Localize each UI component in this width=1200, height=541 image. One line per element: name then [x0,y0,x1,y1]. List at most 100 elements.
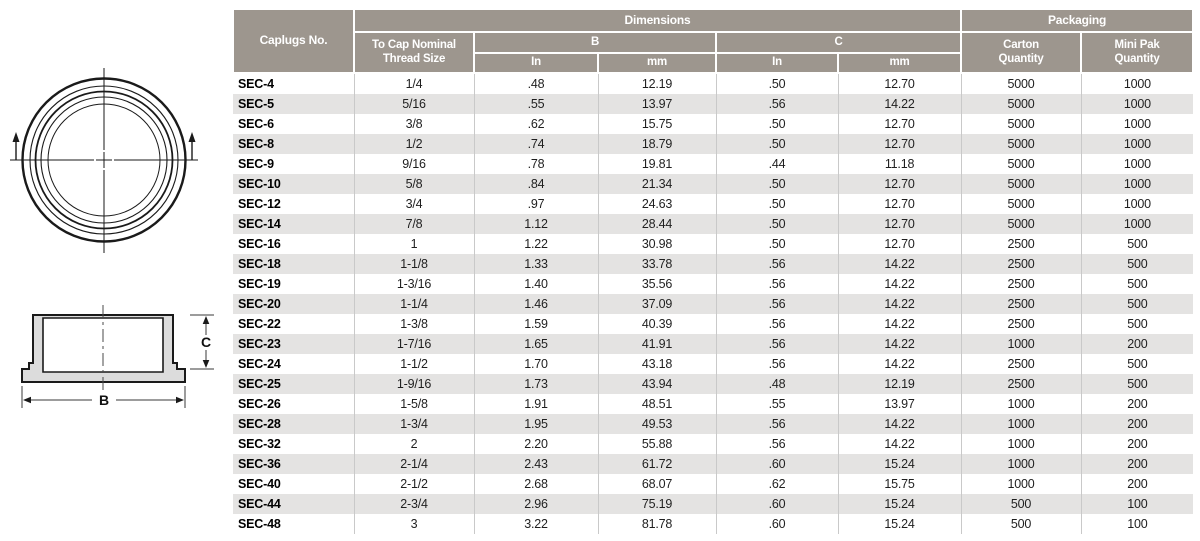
data-cell: 500 [960,514,1082,534]
data-cell: 15.24 [837,494,962,514]
header-thread-size: To Cap Nominal Thread Size [353,31,475,74]
data-cell: 1/4 [353,73,474,94]
data-cell: 15.75 [597,114,716,134]
header-packaging: Packaging [960,8,1195,33]
data-cell: 35.56 [597,274,716,294]
caplugs-no-cell: SEC-32 [238,437,281,451]
data-cell: 1000 [960,394,1082,414]
data-cell: 5/16 [353,94,474,114]
table-row: SEC-5 5/16.55 13.97.56 14.22 5000 1000 [233,94,1194,114]
data-cell: 7/8 [353,214,474,234]
data-cell: 12.70 [837,194,962,214]
data-cell: 5000 [960,154,1082,174]
data-cell: 48.51 [597,394,716,414]
data-cell: 2.43 [473,454,598,474]
table-row: SEC-24 1-1/2 1.70 43.18.56 14.22 2500 500 [233,354,1194,374]
dimension-label-b: B [99,392,109,408]
caplugs-no-cell: SEC-16 [238,237,281,251]
data-cell: 13.97 [837,394,962,414]
data-cell: 30.98 [597,234,716,254]
table-row: SEC-25 1-9/16 1.73 43.94.48 12.19 2500 500 [233,374,1194,394]
data-cell: 12.70 [837,73,962,94]
caplugs-no-cell: SEC-4 [238,77,274,91]
data-cell: 1/2 [353,134,474,154]
data-cell: 14.22 [837,334,962,354]
data-cell: 1000 [960,414,1082,434]
data-cell: .62 [473,114,598,134]
header-c-mm: mm [836,52,963,74]
data-cell: 21.34 [597,174,716,194]
data-cell: .48 [473,73,598,94]
data-cell: 3/8 [353,114,474,134]
data-cell: 500 [1080,314,1194,334]
header-b-in: In [473,52,599,74]
data-cell: .74 [473,134,598,154]
data-cell: 500 [1080,374,1194,394]
data-cell: 5000 [960,174,1082,194]
cap-cavity [42,317,164,373]
data-cell: 14.22 [837,434,962,454]
data-cell: 43.94 [597,374,716,394]
data-cell: 12.70 [837,214,962,234]
data-cell: 2500 [960,274,1082,294]
data-cell: 11.18 [837,154,962,174]
data-cell: .60 [715,514,838,534]
cap-top-view-drawing [10,68,198,253]
caplugs-no-cell: SEC-5 [238,97,274,111]
center-cross [96,152,112,168]
data-cell: 43.18 [597,354,716,374]
data-cell: 1000 [960,474,1082,494]
table-row: SEC-23 1-7/16 1.65 41.91.56 14.22 1000 200 [233,334,1194,354]
data-cell: .56 [715,414,838,434]
data-cell: 200 [1080,454,1194,474]
table-row: SEC-36 2-1/4 2.43 61.72.60 15.24 1000 200 [233,454,1194,474]
data-cell: 5000 [960,73,1082,94]
data-cell: 3.22 [473,514,598,534]
data-cell: 12.70 [837,174,962,194]
data-cell: 5000 [960,94,1082,114]
data-cell: 1-1/2 [353,354,474,374]
data-cell: 500 [1080,254,1194,274]
data-cell: .56 [715,314,838,334]
data-cell: 1.40 [473,274,598,294]
table-row: SEC-44 2-3/4 2.96 75.19.60 15.24 500 100 [233,494,1194,514]
data-cell: .84 [473,174,598,194]
data-cell: 100 [1080,494,1194,514]
data-cell: 200 [1080,334,1194,354]
caplugs-no-cell: SEC-20 [238,297,281,311]
data-cell: 75.19 [597,494,716,514]
data-cell: 5000 [960,114,1082,134]
caplugs-no-cell: SEC-19 [238,277,281,291]
data-cell: .55 [473,94,598,114]
data-cell: .56 [715,354,838,374]
data-cell: .60 [715,494,838,514]
caplugs-no-cell: SEC-25 [238,377,281,391]
data-cell: 1000 [1080,194,1194,214]
data-cell: 2500 [960,374,1082,394]
data-cell: 14.22 [837,294,962,314]
data-cell: 14.22 [837,254,962,274]
c-arrow-down [202,360,210,368]
data-cell: 33.78 [597,254,716,274]
caplugs-no-cell: SEC-8 [238,137,274,151]
table-row: SEC-48 3 3.22 81.78.60 15.24 500 100 [233,514,1194,534]
data-cell: 1-9/16 [353,374,474,394]
caplugs-no-cell: SEC-23 [238,337,281,351]
data-cell: 3/4 [353,194,474,214]
data-cell: 1-7/16 [353,334,474,354]
data-cell: 49.53 [597,414,716,434]
data-cell: 81.78 [597,514,716,534]
data-cell: 14.22 [837,354,962,374]
data-cell: 14.22 [837,314,962,334]
data-cell: .62 [715,474,838,494]
data-cell: 15.75 [837,474,962,494]
header-dimensions: Dimensions [352,8,963,33]
data-cell: 12.70 [837,234,962,254]
data-cell: 5/8 [353,174,474,194]
table-row: SEC-19 1-3/16 1.40 35.56.56 14.22 2500 500 [233,274,1194,294]
data-cell: .56 [715,334,838,354]
data-cell: 1-3/16 [353,274,474,294]
caplugs-no-cell: SEC-14 [238,217,281,231]
caplugs-no-cell: SEC-22 [238,317,281,331]
